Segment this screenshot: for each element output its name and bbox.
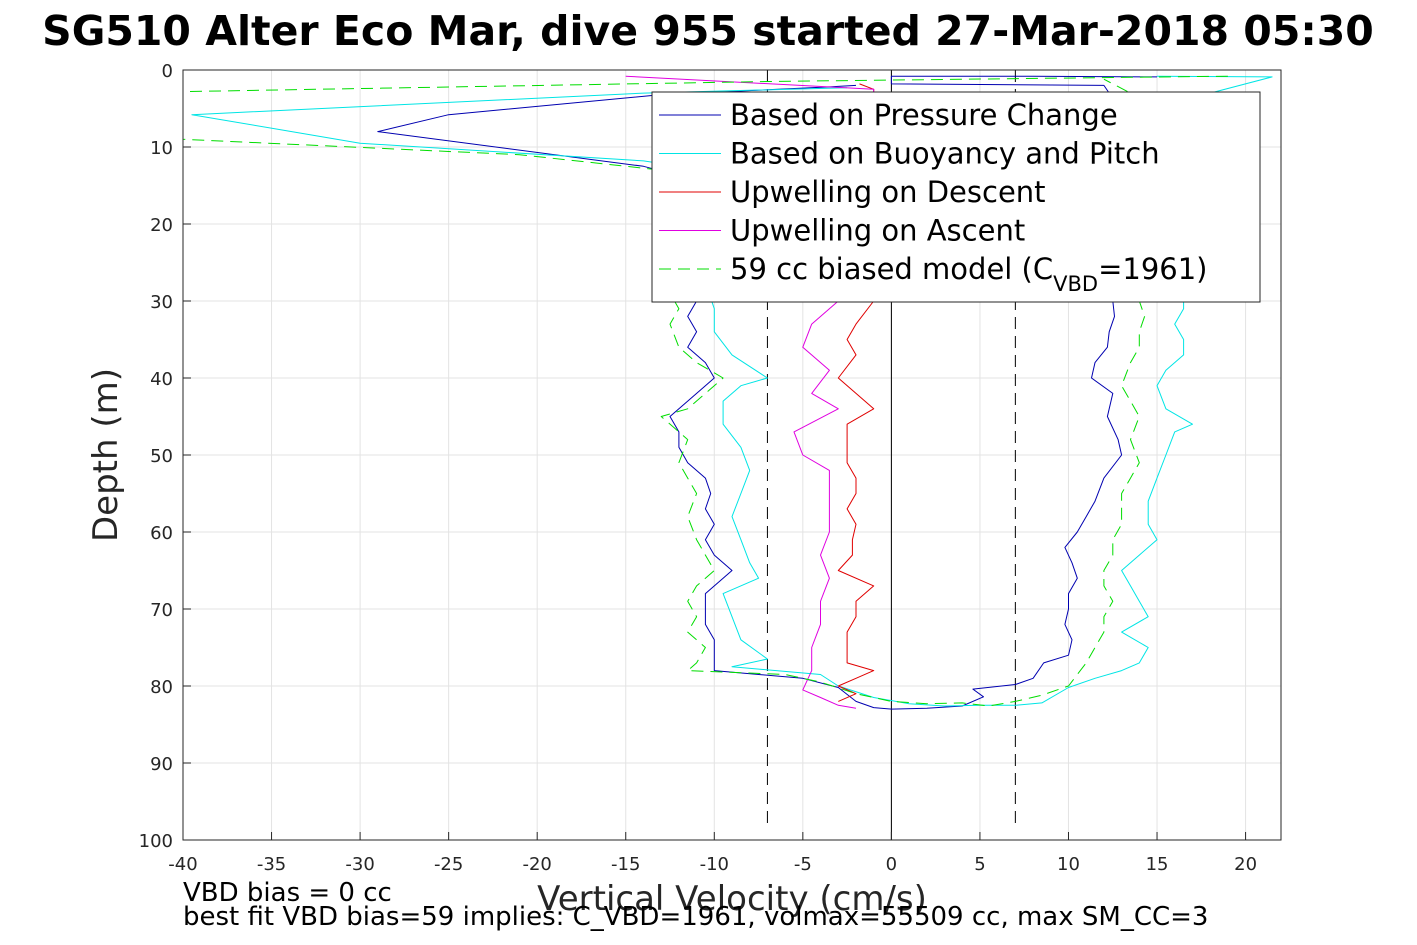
chart-title: SG510 Alter Eco Mar, dive 955 started 27… [42, 7, 1374, 55]
x-tick-label: -25 [434, 854, 463, 875]
x-tick-label: 10 [1057, 854, 1080, 875]
y-tick-label: 0 [162, 61, 173, 82]
y-axis-ticks: 0 10 20 30 40 50 60 70 80 90 100 [139, 61, 191, 852]
x-tick-label: 15 [1146, 854, 1169, 875]
legend-label-1: Based on Pressure Change [730, 98, 1118, 132]
y-tick-label: 70 [150, 600, 173, 621]
legend: Based on Pressure Change Based on Buoyanc… [651, 91, 1261, 303]
x-tick-label: 0 [886, 854, 897, 875]
legend-box [651, 91, 1261, 303]
legend-text: 59 cc biased model (C [730, 252, 1053, 286]
x-axis-ticks: -40 -35 -30 -25 -20 -15 -10 -5 0 5 10 15 20 [168, 832, 1257, 875]
x-axis-label: Vertical Velocity (cm/s) [537, 879, 927, 919]
y-tick-label: 50 [150, 446, 173, 467]
y-tick-label: 100 [139, 831, 173, 852]
x-tick-label: -40 [168, 854, 197, 875]
legend-label-3: Upwelling on Descent [730, 175, 1046, 209]
footer-best-fit-note: best fit VBD bias=59 implies: C_VBD=1961… [183, 902, 1209, 932]
legend-tail: =1961) [1098, 252, 1207, 286]
x-tick-label: -20 [522, 854, 551, 875]
x-tick-label: 5 [974, 854, 985, 875]
x-tick-label: 20 [1234, 854, 1257, 875]
x-tick-label: -35 [257, 854, 286, 875]
legend-subscript: VBD [1053, 272, 1098, 296]
y-tick-label: 90 [150, 754, 173, 775]
legend-label-4: Upwelling on Ascent [730, 214, 1025, 248]
x-tick-label: -30 [345, 854, 374, 875]
x-tick-label: -5 [794, 854, 812, 875]
y-tick-label: 60 [150, 523, 173, 544]
legend-label-5: 59 cc biased model (CVBD=1961) [730, 252, 1208, 296]
y-tick-label: 10 [150, 138, 173, 159]
y-axis-label: Depth (m) [86, 368, 126, 542]
y-tick-label: 30 [150, 292, 173, 313]
legend-text: Upwelling on Descent [730, 175, 1046, 209]
footer-bias-note: VBD bias = 0 cc [183, 878, 392, 908]
y-tick-label: 80 [150, 677, 173, 698]
x-tick-label: -10 [700, 854, 729, 875]
legend-text: Based on Buoyancy and Pitch [730, 137, 1160, 171]
x-tick-label: -15 [611, 854, 640, 875]
legend-text: Upwelling on Ascent [730, 214, 1025, 248]
legend-text: Based on Pressure Change [730, 98, 1118, 132]
y-tick-label: 20 [150, 215, 173, 236]
legend-label-2: Based on Buoyancy and Pitch [730, 137, 1160, 171]
y-tick-label: 40 [150, 369, 173, 390]
